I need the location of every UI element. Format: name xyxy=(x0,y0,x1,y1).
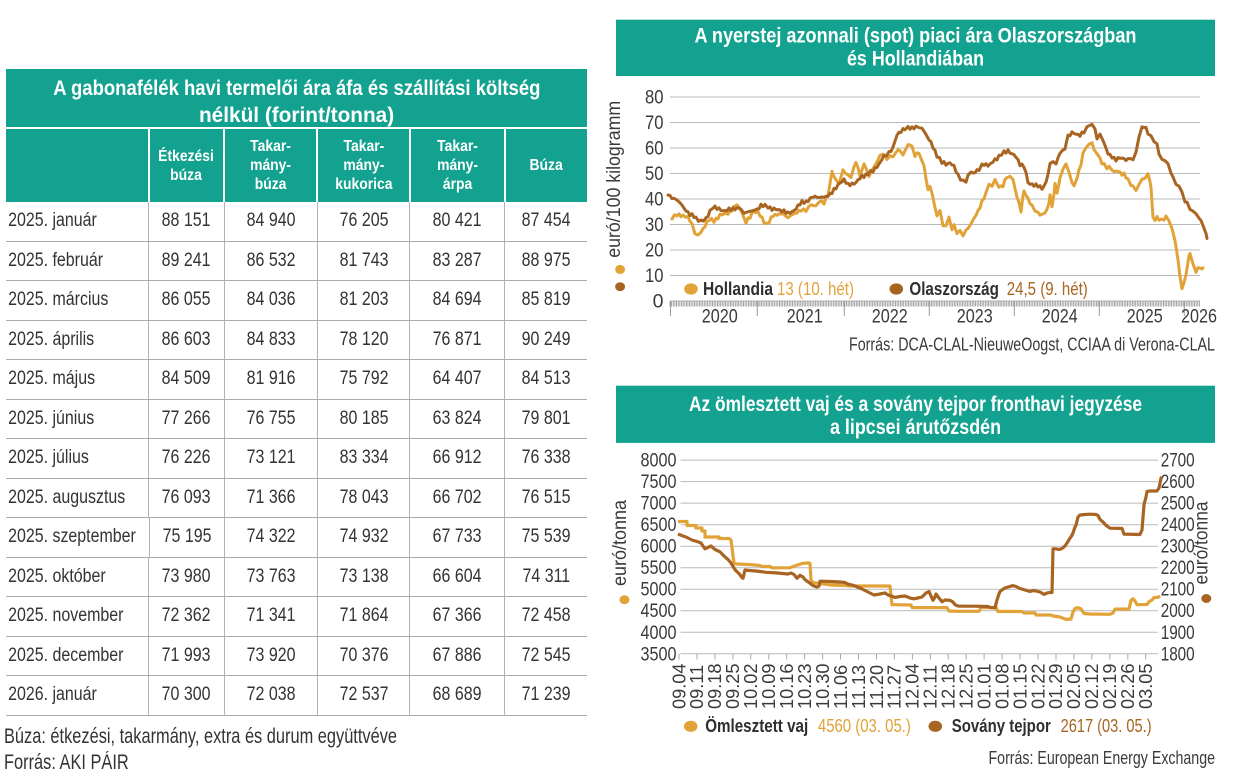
svg-text:4500: 4500 xyxy=(641,600,677,622)
svg-text:1800: 1800 xyxy=(1161,643,1195,665)
svg-text:2300: 2300 xyxy=(1161,536,1195,558)
svg-text:4000: 4000 xyxy=(641,622,677,644)
svg-text:02.05: 02.05 xyxy=(1064,663,1084,709)
svg-text:01.22: 01.22 xyxy=(1028,663,1048,709)
svg-text:és Hollandiában: és Hollandiában xyxy=(847,48,984,71)
svg-text:6000: 6000 xyxy=(641,536,677,558)
svg-text:Sovány tejpor: Sovány tejpor xyxy=(952,715,1051,736)
svg-text:2020: 2020 xyxy=(702,306,738,328)
svg-text:2600: 2600 xyxy=(1161,471,1195,493)
svg-text:2700: 2700 xyxy=(1161,450,1195,472)
svg-text:50: 50 xyxy=(645,163,664,185)
svg-text:12.04: 12.04 xyxy=(903,663,923,709)
svg-text:Forrás: European Energy Exchan: Forrás: European Energy Exchange xyxy=(989,748,1216,768)
svg-text:A nyerstej azonnali (spot) pia: A nyerstej azonnali (spot) piaci ára Ola… xyxy=(695,25,1137,48)
svg-text:2021: 2021 xyxy=(787,306,823,328)
svg-text:12.18: 12.18 xyxy=(939,663,959,709)
svg-text:3500: 3500 xyxy=(641,643,677,665)
svg-text:a lipcsei árutőzsdén: a lipcsei árutőzsdén xyxy=(830,416,1001,439)
svg-text:20: 20 xyxy=(645,240,664,262)
svg-text:euró/tonna: euró/tonna xyxy=(1192,501,1213,584)
svg-text:09.04: 09.04 xyxy=(669,663,689,709)
svg-text:Olaszország: Olaszország xyxy=(909,278,999,299)
svg-text:2025: 2025 xyxy=(1127,306,1163,328)
svg-text:4560 (03. 05.): 4560 (03. 05.) xyxy=(818,715,911,736)
svg-text:80: 80 xyxy=(645,87,664,109)
svg-text:12.25: 12.25 xyxy=(957,663,977,709)
svg-text:12.11: 12.11 xyxy=(921,665,941,709)
svg-text:7500: 7500 xyxy=(641,471,677,493)
svg-text:24,5 (9. hét): 24,5 (9. hét) xyxy=(1007,278,1088,299)
svg-text:09.11: 09.11 xyxy=(687,665,707,709)
svg-text:10.02: 10.02 xyxy=(741,663,761,709)
svg-text:2026: 2026 xyxy=(1181,306,1217,328)
svg-text:40: 40 xyxy=(645,189,664,211)
svg-text:2000: 2000 xyxy=(1161,600,1195,622)
svg-text:2100: 2100 xyxy=(1161,579,1195,601)
svg-text:Az ömlesztett vaj és a sovány: Az ömlesztett vaj és a sovány tejpor fro… xyxy=(689,393,1142,416)
svg-text:euró/tonna: euró/tonna xyxy=(610,500,631,586)
svg-text:10.16: 10.16 xyxy=(777,663,797,709)
svg-text:2024: 2024 xyxy=(1042,306,1078,328)
svg-text:11.27: 11.27 xyxy=(885,665,905,709)
svg-text:2617 (03. 05.): 2617 (03. 05.) xyxy=(1061,715,1152,736)
svg-text:01.01: 01.01 xyxy=(974,663,994,709)
svg-text:Hollandia: Hollandia xyxy=(703,278,774,299)
svg-text:10.23: 10.23 xyxy=(795,663,815,709)
svg-text:01.15: 01.15 xyxy=(1010,663,1030,709)
svg-text:2200: 2200 xyxy=(1161,557,1195,579)
svg-text:03.05: 03.05 xyxy=(1136,663,1156,709)
svg-text:01.29: 01.29 xyxy=(1046,663,1066,709)
svg-text:2400: 2400 xyxy=(1161,514,1195,536)
svg-text:euró/100 kilogramm: euró/100 kilogramm xyxy=(604,101,625,258)
svg-text:1900: 1900 xyxy=(1161,622,1195,644)
svg-text:11.13: 11.13 xyxy=(849,665,869,709)
svg-text:02.12: 02.12 xyxy=(1082,663,1102,709)
svg-text:60: 60 xyxy=(645,138,664,160)
svg-text:13 (10. hét): 13 (10. hét) xyxy=(777,278,854,299)
svg-text:7000: 7000 xyxy=(641,493,677,515)
svg-text:Forrás: DCA-CLAL-NieuweOogst,: Forrás: DCA-CLAL-NieuweOogst, CCIAA di V… xyxy=(849,335,1215,355)
svg-text:Ömlesztett vaj: Ömlesztett vaj xyxy=(705,715,808,736)
svg-text:8000: 8000 xyxy=(641,450,677,472)
svg-text:70: 70 xyxy=(645,112,664,134)
svg-text:02.26: 02.26 xyxy=(1118,663,1138,709)
svg-text:30: 30 xyxy=(645,214,664,236)
svg-text:09.25: 09.25 xyxy=(723,663,743,709)
svg-text:2023: 2023 xyxy=(957,306,993,328)
svg-text:01.08: 01.08 xyxy=(992,663,1012,709)
svg-text:0: 0 xyxy=(653,291,664,313)
svg-text:11.20: 11.20 xyxy=(867,665,887,709)
svg-text:02.19: 02.19 xyxy=(1100,663,1120,709)
svg-text:2022: 2022 xyxy=(872,306,908,328)
svg-text:10.09: 10.09 xyxy=(759,663,779,709)
svg-text:11.06: 11.06 xyxy=(831,665,851,709)
svg-text:09.18: 09.18 xyxy=(705,663,725,709)
svg-text:5500: 5500 xyxy=(641,557,677,579)
svg-text:10.30: 10.30 xyxy=(813,663,833,709)
svg-text:2500: 2500 xyxy=(1161,493,1195,515)
svg-text:10: 10 xyxy=(645,265,664,287)
svg-text:5000: 5000 xyxy=(641,579,677,601)
svg-text:6500: 6500 xyxy=(641,514,677,536)
